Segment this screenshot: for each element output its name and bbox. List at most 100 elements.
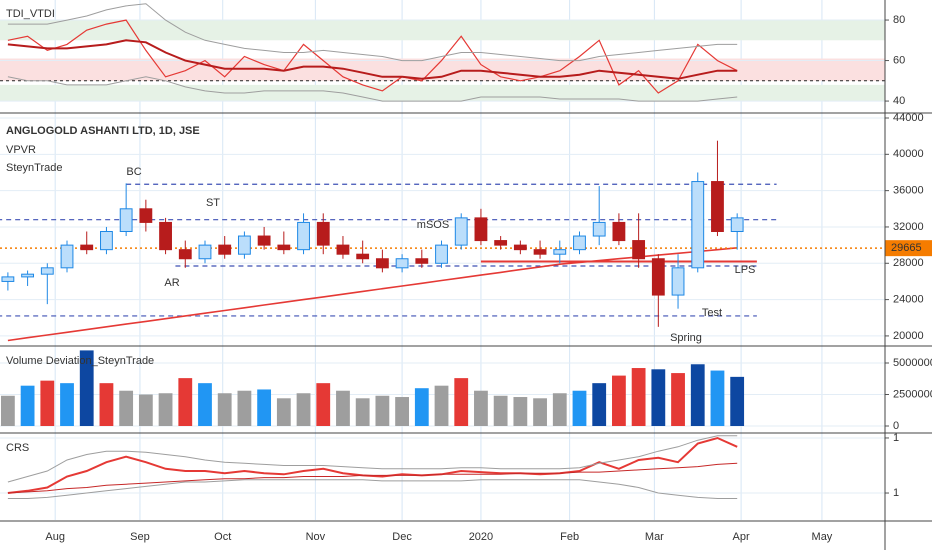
band [0, 58, 885, 81]
volume-bar [79, 350, 94, 427]
candle-body [573, 235, 586, 251]
candle-body [553, 249, 567, 255]
x-tick-label: Aug [45, 531, 65, 543]
volume-bar [276, 398, 291, 427]
candle-body [119, 208, 133, 232]
volume-bar [395, 397, 409, 427]
annotation: BC [126, 166, 141, 178]
panel-title: CRS [6, 442, 29, 454]
x-tick-label: Feb [560, 531, 579, 543]
candle-body [336, 244, 350, 255]
panel-title: TDI_VTDI [6, 8, 55, 20]
y-tick-label: 1 [893, 487, 899, 499]
candle-body [415, 258, 429, 264]
volume-bar [20, 385, 35, 427]
last-price-box [885, 240, 932, 257]
volume-bar [513, 397, 528, 427]
volume-bar [730, 376, 745, 427]
candle-body [632, 240, 646, 260]
y-tick-label: 5000000 [893, 357, 932, 369]
candle-body [40, 267, 54, 275]
y-tick-label: 24000 [893, 294, 924, 306]
volume-bar [316, 383, 331, 427]
y-tick-label: 32000 [893, 221, 924, 233]
volume-bar [237, 390, 252, 427]
x-tick-label: May [812, 531, 833, 543]
y-tick-label: 2500000 [893, 388, 932, 400]
annotation: AR [164, 277, 179, 289]
series-line [7, 19, 738, 94]
y-tick-label: 40 [893, 95, 905, 107]
candle-body [297, 221, 310, 251]
y-tick-label: 44000 [893, 112, 924, 124]
annotation: Test [702, 307, 722, 319]
candle-body [612, 221, 626, 242]
candle-body [60, 244, 74, 269]
volume-bar [40, 380, 55, 427]
x-tick-label: Mar [645, 531, 664, 543]
candle-body [513, 244, 527, 251]
candle-body [237, 235, 251, 255]
volume-bar [198, 383, 212, 427]
annotation: ST [206, 197, 220, 209]
x-tick-label: Nov [306, 531, 326, 543]
volume-bar [434, 385, 449, 427]
volume-bar [336, 390, 350, 427]
volume-bar [355, 398, 370, 427]
y-tick-label: 60 [893, 54, 905, 66]
y-tick-label: 20000 [893, 330, 924, 342]
volume-bar [257, 389, 272, 427]
volume-bar [0, 395, 15, 427]
volume-bar [651, 369, 666, 427]
chart-subtitle: SteynTrade [6, 162, 62, 174]
candle-body [730, 217, 744, 232]
annotation: LPS [735, 264, 756, 276]
series-line [7, 462, 738, 494]
candle-body [139, 208, 153, 223]
series-line [7, 436, 738, 494]
candle-body [316, 221, 330, 246]
volume-bar [375, 395, 390, 427]
y-tick-label: 36000 [893, 185, 924, 197]
chart-title: ANGLOGOLD ASHANTI LTD, 1D, JSE [6, 125, 200, 137]
x-tick-label: Sep [130, 531, 150, 543]
chart-subtitle: VPVR [6, 144, 36, 156]
x-tick-label: Apr [733, 531, 750, 543]
candle-body [356, 253, 370, 260]
candle-body [198, 244, 212, 260]
candle-body [395, 258, 409, 269]
series-line [7, 3, 738, 62]
candle-body [159, 221, 172, 251]
annotation: mSOS [417, 219, 449, 231]
candle-body [651, 258, 665, 296]
y-tick-label: 0 [893, 420, 899, 432]
candle-body [592, 221, 606, 237]
volume-bar [710, 370, 725, 427]
y-tick-label: 40000 [893, 148, 924, 160]
volume-bar [631, 368, 646, 427]
candle-body [454, 217, 468, 246]
volume-bar [296, 393, 311, 427]
volume-bar [474, 390, 488, 427]
series-line [7, 39, 738, 80]
candle-body [80, 244, 94, 251]
x-tick-label: 2020 [469, 531, 493, 543]
candle-body [257, 235, 271, 246]
volume-bar [60, 383, 74, 427]
volume-bar [138, 394, 153, 427]
y-tick-label: 28000 [893, 257, 924, 269]
volume-bar [572, 390, 587, 427]
volume-bar [119, 390, 134, 427]
band [0, 20, 885, 41]
panel-title: Volume Deviation_SteynTrade [6, 355, 154, 367]
series-line [7, 479, 738, 499]
volume-bar [533, 398, 547, 427]
candle-body [21, 273, 35, 278]
y-tick-label: 80 [893, 14, 905, 26]
volume-bar [414, 388, 429, 427]
candle-body [218, 244, 232, 255]
volume-bar [671, 373, 685, 427]
volume-bar [690, 364, 705, 427]
